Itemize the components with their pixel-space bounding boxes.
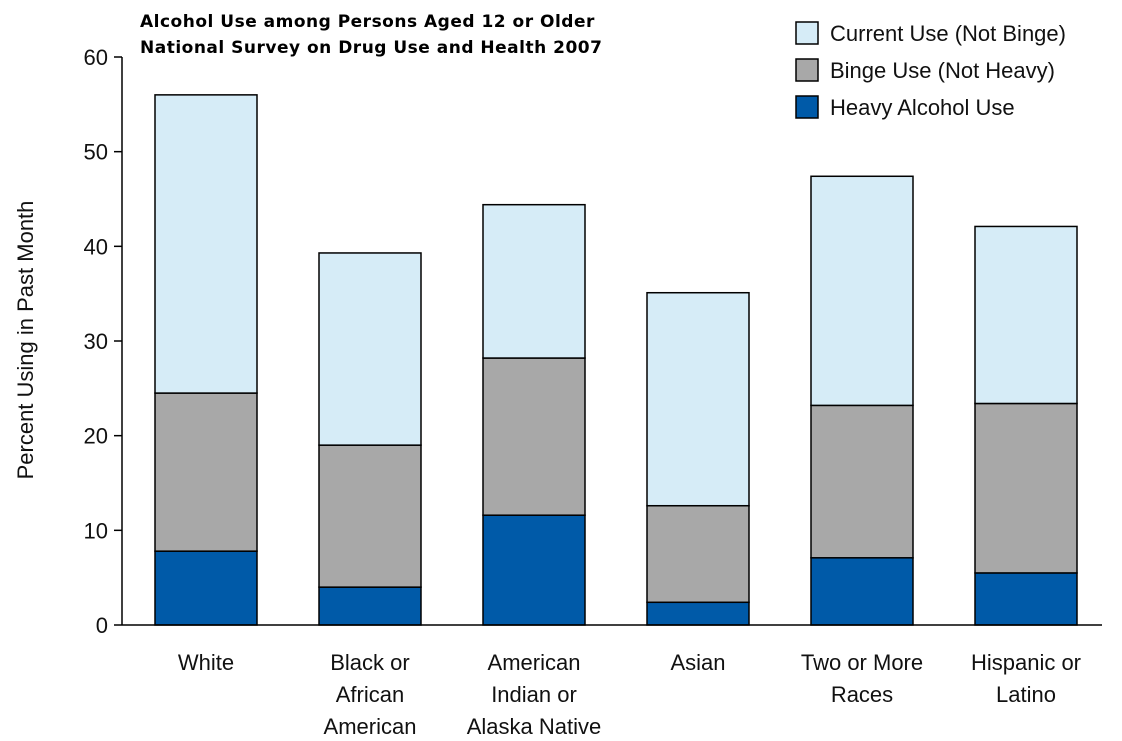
legend-swatch [795,95,819,119]
x-category-label: Hispanic or [971,650,1081,675]
bar-segment [154,94,258,394]
x-category-label: Races [831,682,893,707]
x-category-label: Two or More [801,650,923,675]
bar-segment [318,252,422,446]
x-category-label: American [488,650,581,675]
bar-segment [154,392,258,552]
bar-segment [974,402,1078,574]
bar-segment [482,514,586,626]
x-category-label: Alaska Native [467,714,602,739]
bar-segment [154,550,258,626]
x-category-label: African [336,682,404,707]
bar-segment [318,586,422,626]
y-tick-label: 30 [84,329,108,354]
legend-label: Heavy Alcohol Use [830,95,1015,120]
legend: Current Use (Not Binge) Binge Use (Not He… [795,21,1066,120]
x-category-label: White [178,650,234,675]
legend-swatch [795,58,819,82]
x-category-label: American [324,714,417,739]
bar-segment [318,444,422,588]
bar-segment [646,291,750,507]
bar-segment [810,175,914,407]
bar-segment [482,203,586,359]
y-tick-label: 0 [96,613,108,638]
bar-segment [974,225,1078,405]
x-category-label: Asian [670,650,725,675]
bar-segment [482,357,586,516]
bar-segment [646,504,750,604]
y-tick-label: 50 [84,140,108,165]
y-tick-label: 40 [84,234,108,259]
y-tick-label: 20 [84,424,108,449]
y-axis: 0 10 20 30 40 50 60 [84,45,123,638]
x-axis-labels: White Black or African American American Indi… [178,650,1081,739]
bar-segment [646,601,750,626]
x-category-label: Black or [330,650,409,675]
chart-title-line-2: National Survey on Drug Use and Health 2… [140,38,602,58]
bar-segment [974,572,1078,626]
legend-swatch [795,21,819,45]
legend-label: Binge Use (Not Heavy) [830,58,1055,83]
y-tick-label: 10 [84,518,108,543]
x-category-label: Latino [996,682,1056,707]
bars-group [154,94,1078,626]
y-tick-label: 60 [84,45,108,70]
chart-title-line-1: Alcohol Use among Persons Aged 12 or Old… [140,12,595,32]
y-axis-title: Percent Using in Past Month [13,201,38,480]
chart-title: Alcohol Use among Persons Aged 12 or Old… [140,12,602,58]
bar-segment [810,557,914,626]
legend-label: Current Use (Not Binge) [830,21,1066,46]
bar-segment [810,404,914,559]
x-category-label: Indian or [491,682,577,707]
